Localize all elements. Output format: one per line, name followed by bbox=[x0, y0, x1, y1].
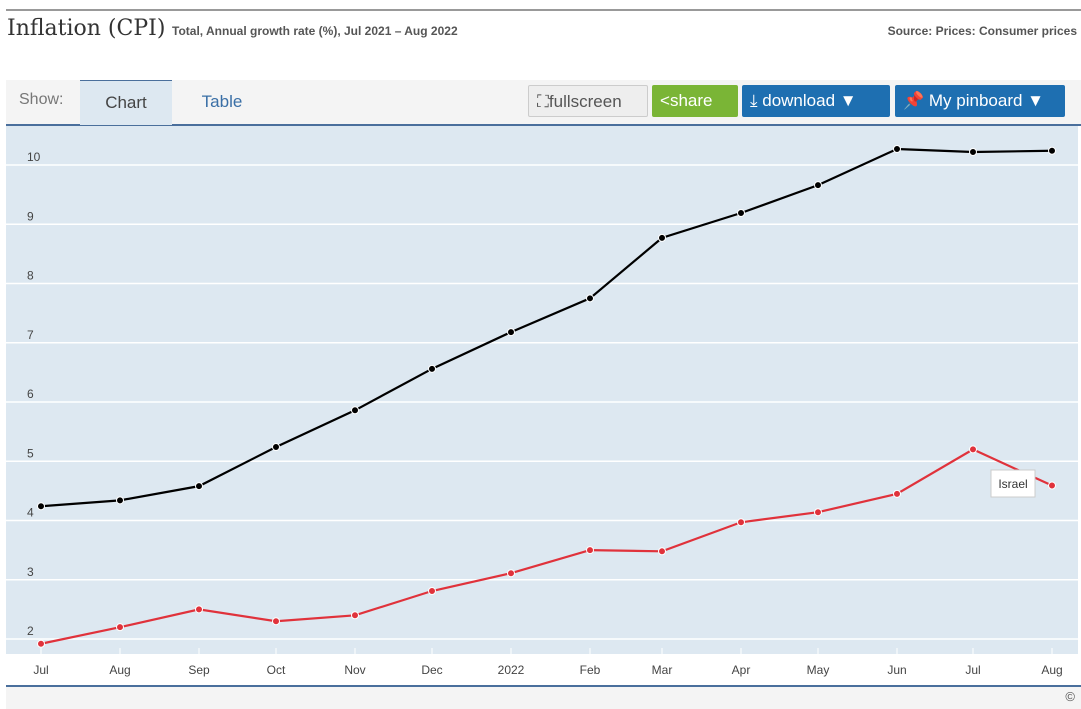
share-icon: < bbox=[660, 91, 670, 110]
show-label: Show: bbox=[19, 91, 64, 108]
data-point bbox=[428, 364, 436, 373]
pin-icon: 📌 bbox=[903, 91, 929, 110]
y-tick-label: 10 bbox=[27, 150, 41, 164]
x-tick-label: Mar bbox=[652, 663, 673, 677]
y-tick-label: 6 bbox=[27, 387, 34, 401]
data-point bbox=[658, 233, 666, 242]
copyright: © bbox=[1065, 689, 1075, 704]
data-point bbox=[969, 445, 977, 454]
fullscreen-button[interactable]: ⛶fullscreen bbox=[528, 85, 648, 117]
x-tick-label: May bbox=[807, 663, 830, 677]
data-point bbox=[1048, 481, 1056, 490]
toolbar: Show: Chart Table ⛶fullscreen <share ⤓ d… bbox=[6, 80, 1081, 126]
data-point bbox=[507, 328, 515, 337]
x-tick-label: Apr bbox=[732, 663, 751, 677]
data-point bbox=[586, 546, 594, 555]
x-tick-label: Sep bbox=[188, 663, 210, 677]
y-tick-label: 4 bbox=[27, 506, 34, 520]
data-point bbox=[507, 569, 515, 578]
page-title: Inflation (CPI) bbox=[7, 16, 166, 41]
data-point bbox=[737, 518, 745, 527]
line-chart: 2 3 4 5 6 7 8 9 10 Jul Aug Sep Oct Nov Dec 2022 Feb Mar Ap… bbox=[6, 145, 1078, 677]
data-point bbox=[116, 623, 124, 632]
x-tick-label: Jun bbox=[887, 663, 906, 677]
x-tick-label: Jul bbox=[965, 663, 980, 677]
tab-chart[interactable]: Chart bbox=[80, 80, 172, 125]
footer-panel bbox=[6, 685, 1081, 709]
data-point bbox=[351, 406, 359, 415]
download-label: download ▼ bbox=[762, 91, 857, 110]
tooltip-box bbox=[990, 469, 1036, 498]
chart-plot-area bbox=[6, 126, 1078, 654]
data-point bbox=[37, 502, 45, 511]
share-label: share bbox=[669, 91, 713, 110]
data-point bbox=[428, 587, 436, 596]
data-point bbox=[969, 147, 977, 156]
data-point bbox=[814, 508, 822, 517]
pinboard-button[interactable]: 📌 My pinboard ▼ bbox=[895, 85, 1065, 117]
data-point bbox=[272, 443, 280, 452]
x-tick-label: Jul bbox=[33, 663, 48, 677]
data-point bbox=[272, 617, 280, 626]
source-label: Source: Prices: Consumer prices bbox=[887, 24, 1077, 38]
x-tick-label: 2022 bbox=[498, 663, 525, 677]
download-button[interactable]: ⤓ download ▼ bbox=[742, 85, 890, 117]
x-tick-label: Nov bbox=[344, 663, 365, 677]
x-tick-label: Aug bbox=[1041, 663, 1062, 677]
fullscreen-label: fullscreen bbox=[548, 92, 622, 111]
series-line-0 bbox=[40, 147, 1053, 508]
x-tick-label: Oct bbox=[267, 663, 286, 677]
data-point bbox=[658, 547, 666, 556]
data-point bbox=[116, 496, 124, 505]
data-point bbox=[586, 294, 594, 303]
data-point bbox=[351, 611, 359, 620]
y-tick-label: 9 bbox=[27, 209, 34, 223]
y-tick-label: 2 bbox=[27, 624, 34, 638]
data-point bbox=[37, 639, 45, 648]
data-point bbox=[195, 605, 203, 614]
x-tick-label: Dec bbox=[421, 663, 442, 677]
x-tick-label: Aug bbox=[109, 663, 130, 677]
download-icon: ⤓ bbox=[750, 91, 763, 110]
data-point bbox=[1048, 146, 1056, 155]
series-line-1 bbox=[40, 448, 1053, 645]
data-point bbox=[195, 482, 203, 491]
share-button[interactable]: <share bbox=[652, 85, 738, 117]
y-tick-label: 5 bbox=[27, 446, 34, 460]
expand-icon: ⛶ bbox=[537, 92, 549, 111]
top-divider bbox=[6, 9, 1081, 11]
page-subtitle: Total, Annual growth rate (%), Jul 2021 … bbox=[172, 24, 458, 38]
pinboard-label: My pinboard ▼ bbox=[928, 91, 1044, 110]
data-point bbox=[737, 208, 745, 217]
data-point bbox=[893, 489, 901, 498]
data-point bbox=[814, 181, 822, 190]
y-tick-label: 7 bbox=[27, 328, 34, 342]
y-tick-label: 3 bbox=[27, 565, 34, 579]
tab-table[interactable]: Table bbox=[201, 92, 243, 111]
x-tick-label: Feb bbox=[580, 663, 601, 677]
y-tick-label: 8 bbox=[27, 269, 34, 283]
data-point bbox=[893, 145, 901, 154]
tooltip-label: Israel bbox=[998, 477, 1027, 491]
